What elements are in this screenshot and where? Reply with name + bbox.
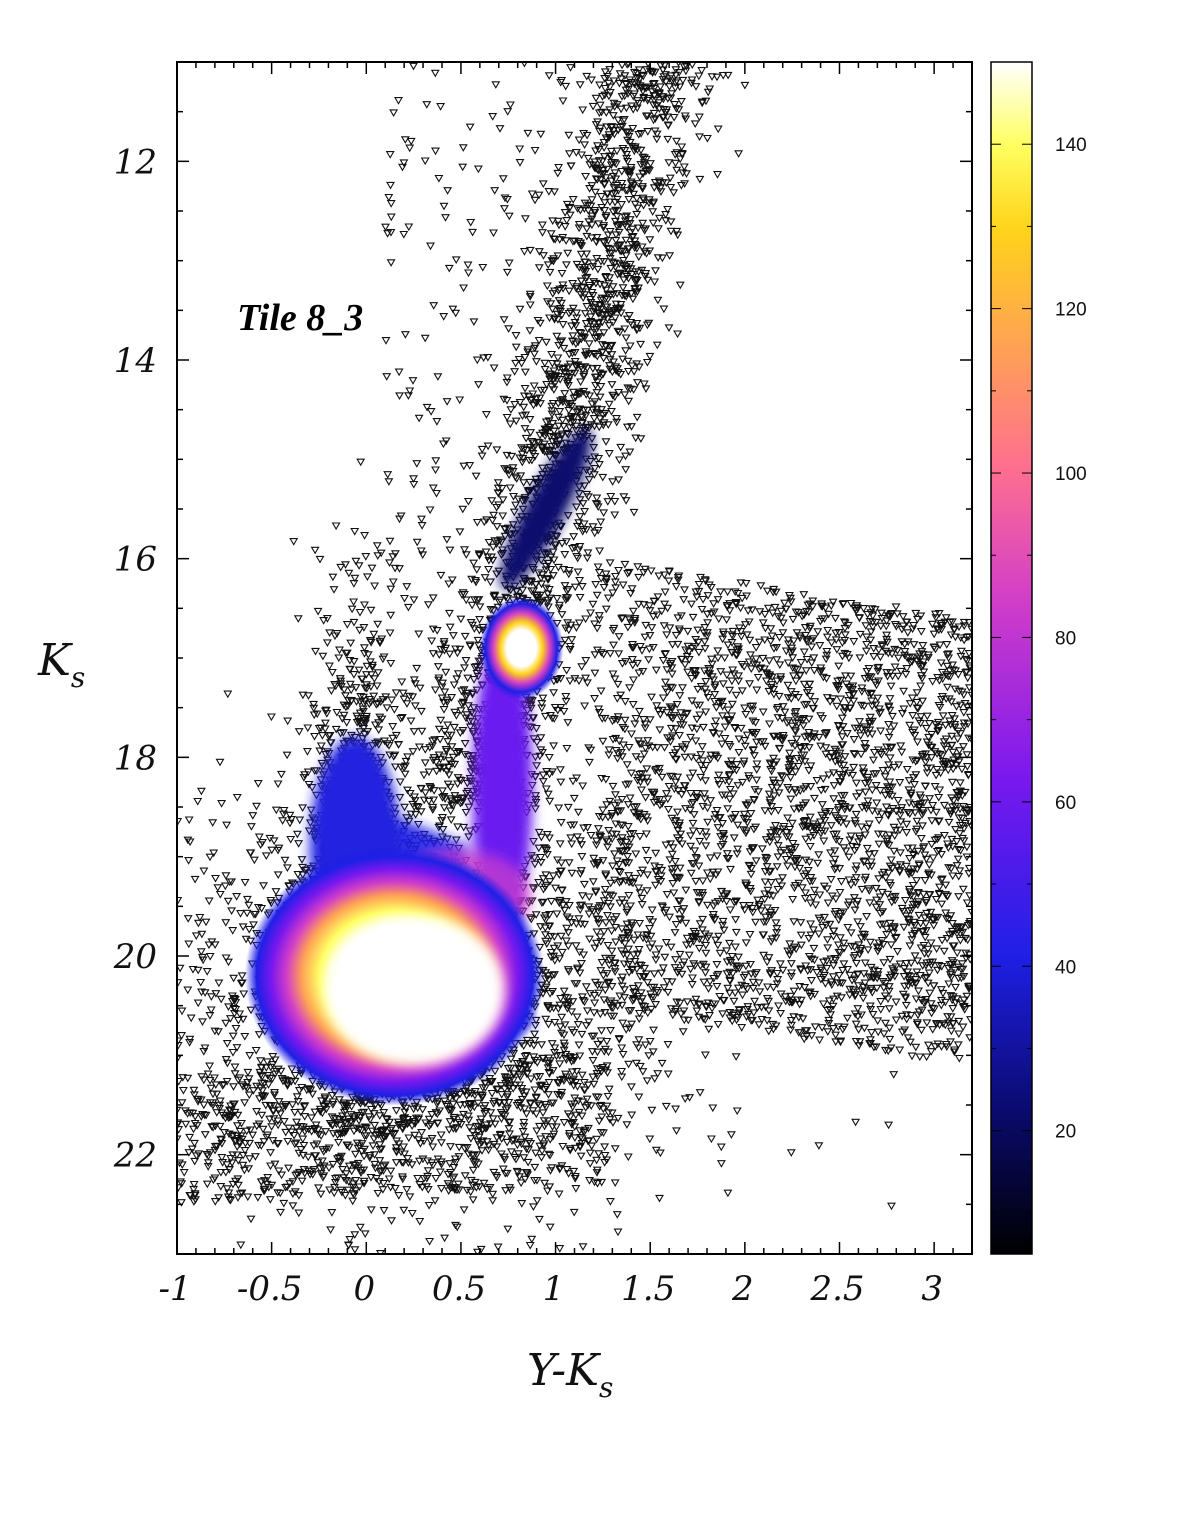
colorbar-tick-label: 80 xyxy=(1055,628,1076,649)
x-tick-label: 2 xyxy=(731,1269,754,1309)
y-tick-label: 22 xyxy=(113,1136,157,1176)
x-tick-label: 0.5 xyxy=(432,1269,486,1309)
x-tick-label: 0 xyxy=(353,1269,375,1309)
x-tick-labels: -1 -0.5 0 0.5 1 1.5 2 2.5 3 xyxy=(158,1269,943,1309)
plot-area xyxy=(177,62,972,1254)
scatter-points xyxy=(177,62,972,1254)
y-tick-labels: 12 14 16 18 20 22 xyxy=(113,142,157,1175)
x-tick-label: 1.5 xyxy=(621,1269,675,1309)
colorbar-tick-label: 40 xyxy=(1055,957,1076,978)
x-tick-label: -1 xyxy=(158,1269,191,1309)
y-tick-label: 14 xyxy=(114,341,157,381)
scatter-marks xyxy=(177,62,972,1254)
y-tick-label: 18 xyxy=(114,738,157,778)
colorbar-tick-label: 60 xyxy=(1055,793,1076,814)
density-rgb-upper xyxy=(500,428,592,590)
density-red-clump xyxy=(479,596,564,701)
x-tick-label: 2.5 xyxy=(809,1269,864,1309)
colorbar-tick-label: 20 xyxy=(1055,1122,1076,1143)
colorbar-ticks: 20 40 60 80 100 120 140 xyxy=(991,61,1087,1214)
x-tick-label: 1 xyxy=(543,1269,565,1309)
axis-ticks xyxy=(176,61,973,1255)
density-map xyxy=(244,428,592,1106)
colorbar-tick-label: 140 xyxy=(1055,135,1087,156)
colorbar-tick-label: 100 xyxy=(1055,464,1087,485)
y-tick-label: 16 xyxy=(114,540,157,580)
y-tick-label: 20 xyxy=(113,937,157,977)
colorbar xyxy=(990,61,1033,1255)
colorbar-tick-label: 120 xyxy=(1055,300,1087,321)
x-tick-label: -0.5 xyxy=(237,1269,303,1309)
x-tick-label: 3 xyxy=(921,1269,943,1309)
y-axis-title: Ks xyxy=(37,635,85,694)
y-tick-label: 12 xyxy=(114,142,157,182)
tile-annotation: Tile 8_3 xyxy=(237,297,363,339)
density-main-sequence-core xyxy=(324,915,505,1066)
x-axis-title: Y-Ks xyxy=(527,1345,613,1404)
